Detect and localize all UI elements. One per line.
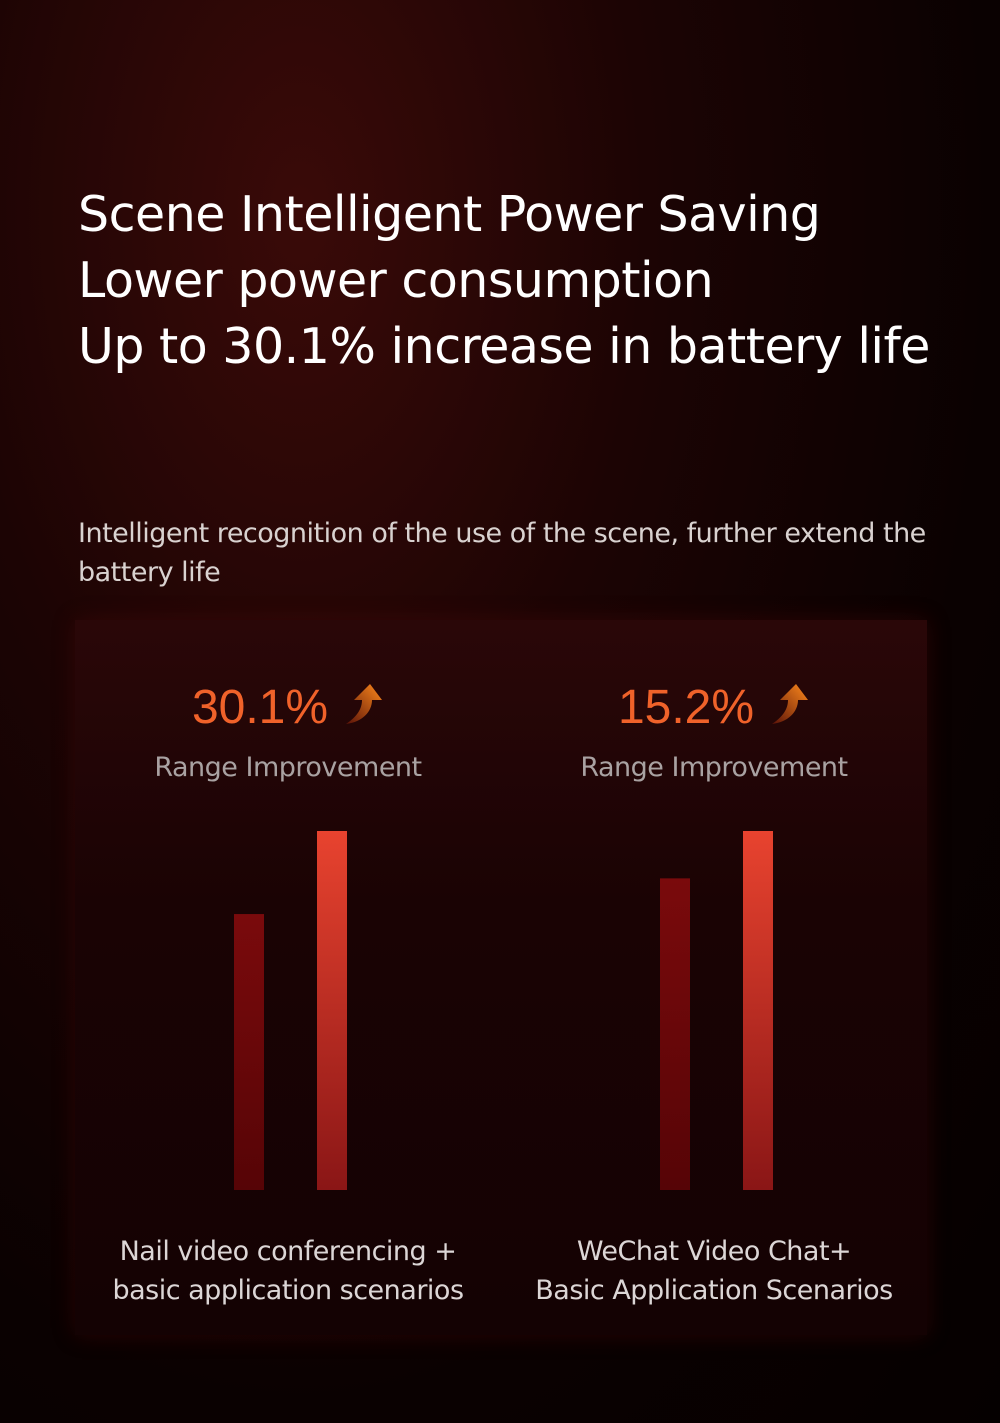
- caption-line-2: basic application scenarios: [112, 1275, 464, 1306]
- scenario-caption: Nail video conferencing + basic applicat…: [75, 1232, 501, 1310]
- bar-chart: [234, 831, 773, 1190]
- headline-line-1: Scene Intelligent Power Saving: [78, 186, 821, 243]
- improvement-value: 15.2%: [501, 680, 927, 735]
- scenario-caption: WeChat Video Chat+ Basic Application Sce…: [501, 1232, 927, 1310]
- chart-group-1: 30.1% Range Improvement Nail video confe…: [75, 620, 501, 1335]
- improved-bar-group-2: [743, 831, 773, 1190]
- improvement-label: Range Improvement: [580, 752, 848, 783]
- headline-line-3: Up to 30.1% increase in battery life: [78, 318, 930, 375]
- headline-line-2: Lower power consumption: [78, 252, 714, 309]
- caption-line-1: Nail video conferencing +: [119, 1236, 457, 1267]
- baseline-bar-group-1: [234, 914, 264, 1190]
- chart-card: 30.1% Range Improvement Nail video confe…: [75, 620, 927, 1335]
- arrow-up-icon: [772, 684, 809, 725]
- subtitle: Intelligent recognition of the use of th…: [78, 518, 926, 588]
- baseline-bar-group-2: [660, 878, 690, 1190]
- caption-line-2: Basic Application Scenarios: [535, 1275, 893, 1306]
- improvement-label: Range Improvement: [154, 752, 422, 783]
- arrow-up-icon: [346, 684, 383, 725]
- chart-group-2: 15.2% Range Improvement WeChat Video Cha…: [501, 620, 927, 1335]
- headline: Scene Intelligent Power Saving Lower pow…: [78, 182, 930, 380]
- caption-line-1: WeChat Video Chat+: [576, 1236, 852, 1267]
- improved-bar-group-1: [317, 831, 347, 1190]
- improvement-value: 30.1%: [75, 680, 501, 735]
